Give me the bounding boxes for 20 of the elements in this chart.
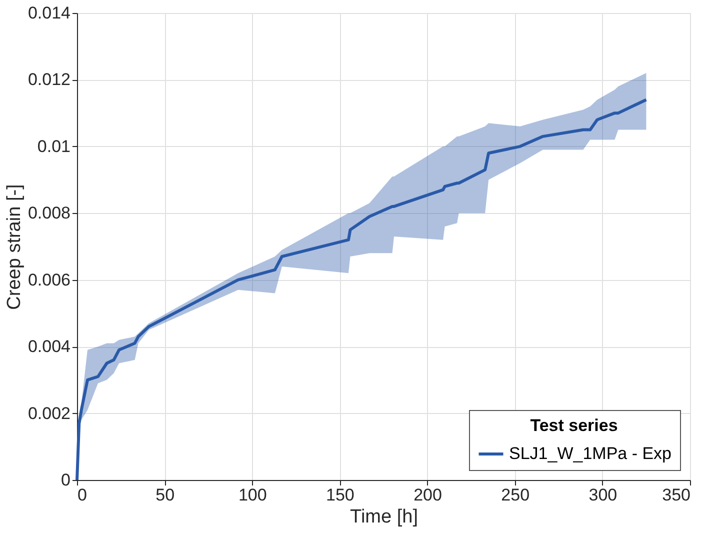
x-tick-label: 250 [501,486,530,504]
y-tick-label: 0.002 [28,404,70,423]
y-tick-label: 0 [61,470,70,490]
x-tick-label: 50 [156,486,175,504]
y-tick-label: 0.004 [28,337,70,356]
x-tick-label: 350 [662,486,690,504]
x-tick-label: 200 [414,486,442,504]
y-axis-title: Creep strain [-] [4,184,25,310]
x-tick-label: 100 [238,486,267,504]
y-tick-label: 0.014 [28,4,70,22]
x-tick-label: 150 [326,486,354,504]
legend-label: SLJ1_W_1MPa - Exp [509,444,672,463]
y-tick-label: 0.008 [28,204,70,223]
x-tick-label: 300 [588,486,618,504]
y-tick-label: 0.006 [28,270,70,290]
x-tick-label: 0 [78,486,87,504]
y-tick-label: 0.012 [28,70,70,90]
y-tick-label: 0.01 [37,136,70,156]
x-axis-title: Time [h] [350,506,418,528]
legend-title: Test series [530,416,618,435]
